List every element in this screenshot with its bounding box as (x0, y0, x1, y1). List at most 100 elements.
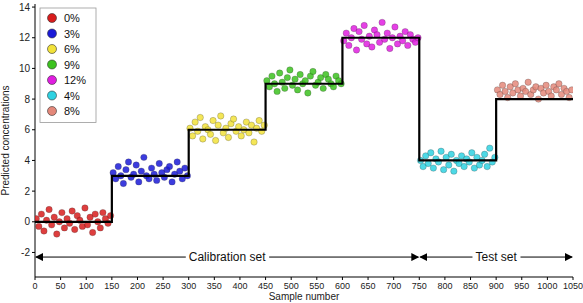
y-tick (32, 129, 35, 130)
x-tick (86, 277, 87, 280)
x-axis-label: Sample number (269, 291, 340, 302)
x-tick (163, 277, 164, 280)
series-points (110, 154, 191, 186)
point (238, 133, 244, 139)
point (92, 211, 98, 217)
x-axis (35, 277, 573, 278)
point (448, 151, 454, 157)
point (361, 22, 367, 28)
point (553, 87, 559, 93)
x-tick (444, 277, 445, 280)
y-tick (32, 221, 35, 222)
x-tick (419, 277, 420, 280)
plot-area (35, 19, 573, 237)
x-tick (316, 277, 317, 280)
point (499, 82, 505, 88)
y-tick-label: 8 (24, 94, 30, 105)
point (174, 159, 180, 165)
y-tick-label: 6 (24, 124, 30, 135)
point (461, 163, 467, 169)
x-tick (137, 277, 138, 280)
point (356, 28, 362, 34)
x-tick (496, 277, 497, 280)
point (69, 208, 75, 214)
x-tick-label: 300 (181, 281, 196, 291)
x-tick-label: 200 (130, 281, 145, 291)
x-tick (35, 277, 36, 280)
point (525, 79, 531, 85)
chart: 0501001502002503003504004505005506006507… (0, 0, 583, 303)
y-tick (32, 37, 35, 38)
x-tick-label: 0 (32, 281, 37, 291)
x-tick (214, 277, 215, 280)
legend-label: 6% (64, 43, 80, 55)
legend-marker (48, 14, 57, 23)
y-tick-label: 0 (24, 216, 30, 227)
annotation-bg (186, 250, 269, 264)
point (210, 117, 216, 123)
point (484, 163, 490, 169)
x-tick-label: 750 (412, 281, 427, 291)
point (392, 24, 398, 30)
point (156, 160, 162, 166)
legend: 0%3%6%9%12%4%8% (40, 8, 96, 123)
point (182, 165, 188, 171)
point (446, 162, 452, 168)
point (89, 229, 95, 235)
point (133, 162, 139, 168)
x-tick-label: 700 (386, 281, 401, 291)
point (346, 42, 352, 48)
x-tick-label: 50 (56, 281, 66, 291)
point (294, 87, 300, 93)
point (100, 209, 106, 215)
x-tick (368, 277, 369, 280)
x-tick (291, 277, 292, 280)
legend-marker (48, 60, 57, 69)
y-axis (35, 4, 36, 277)
point (305, 90, 311, 96)
point (353, 47, 359, 53)
legend-label: 9% (64, 59, 80, 71)
legend-marker (48, 91, 57, 100)
point (512, 81, 518, 87)
series-points (341, 19, 422, 53)
point (97, 225, 103, 231)
x-tick (111, 277, 112, 280)
point (197, 114, 203, 120)
point (428, 150, 434, 156)
point (282, 85, 288, 91)
point (54, 231, 60, 237)
x-tick-label: 150 (104, 281, 119, 291)
legend-marker (48, 107, 57, 116)
point (192, 119, 198, 125)
y-tick (32, 68, 35, 69)
point (274, 88, 280, 94)
y-tick (32, 160, 35, 161)
point (297, 71, 303, 77)
point (138, 168, 144, 174)
legend-marker (48, 76, 57, 85)
point (125, 159, 131, 165)
point (36, 223, 42, 229)
point (82, 205, 88, 211)
x-tick-label: 1050 (563, 281, 583, 291)
point (200, 136, 206, 142)
point (320, 85, 326, 91)
x-tick (393, 277, 394, 280)
x-tick-label: 550 (309, 281, 324, 291)
x-tick-label: 950 (514, 281, 529, 291)
x-tick-label: 1000 (537, 281, 557, 291)
legend-label: 8% (64, 105, 80, 117)
point (218, 113, 224, 119)
point (556, 81, 562, 87)
point (481, 151, 487, 157)
x-tick-label: 350 (207, 281, 222, 291)
point (212, 137, 218, 143)
annotation-text: Test set (475, 250, 517, 264)
point (153, 177, 159, 183)
x-tick (547, 277, 548, 280)
point (430, 165, 436, 171)
legend-marker (48, 29, 57, 38)
point (72, 226, 78, 232)
point (148, 165, 154, 171)
